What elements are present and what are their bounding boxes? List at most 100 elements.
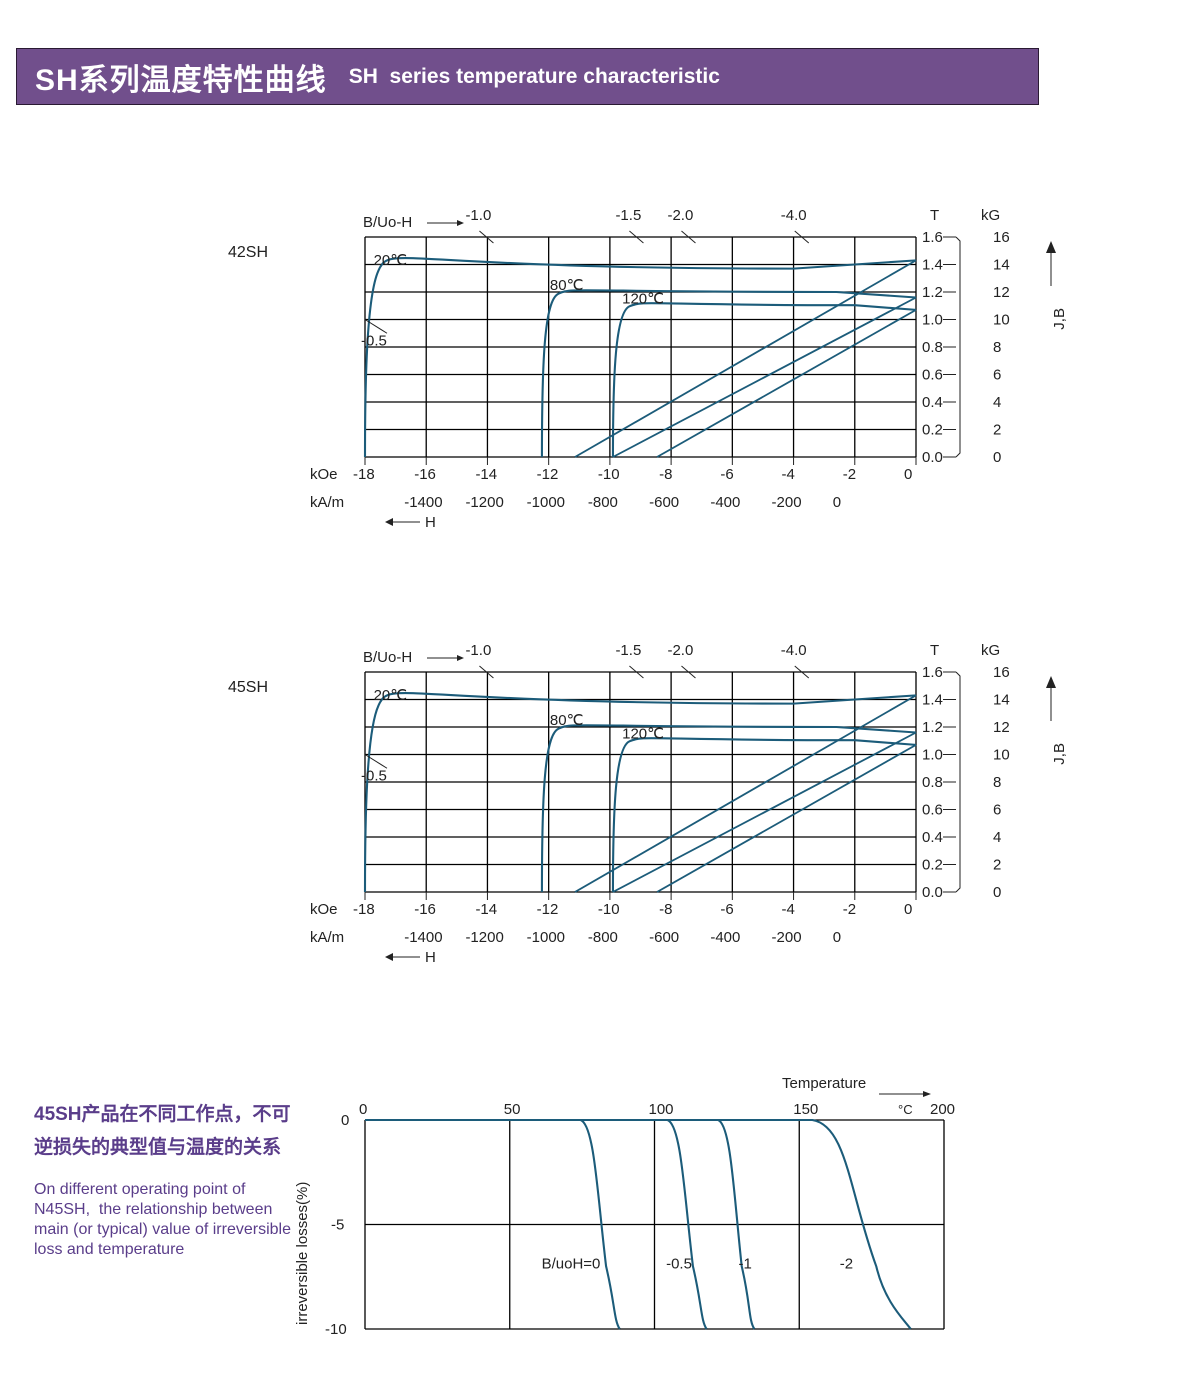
- svg-text:-12: -12: [537, 466, 559, 483]
- svg-text:-16: -16: [414, 466, 436, 483]
- svg-text:-8: -8: [659, 901, 672, 918]
- svg-text:150: 150: [793, 1101, 818, 1118]
- svg-text:120℃: 120℃: [622, 726, 664, 743]
- svg-text:8: 8: [993, 339, 1001, 356]
- svg-text:-2: -2: [843, 901, 856, 918]
- svg-text:50: 50: [504, 1101, 521, 1118]
- svg-text:H: H: [425, 949, 436, 966]
- svg-text:H: H: [425, 514, 436, 531]
- svg-text:1.0: 1.0: [922, 312, 943, 329]
- svg-text:8: 8: [993, 774, 1001, 791]
- svg-text:-2.0: -2.0: [667, 642, 693, 659]
- svg-text:-1.5: -1.5: [615, 642, 641, 659]
- svg-text:-600: -600: [649, 494, 679, 511]
- svg-text:2: 2: [993, 422, 1001, 439]
- svg-text:kG: kG: [981, 642, 1000, 659]
- svg-text:6: 6: [993, 367, 1001, 384]
- svg-text:14: 14: [993, 257, 1010, 274]
- svg-text:0: 0: [833, 494, 841, 511]
- svg-text:0.0: 0.0: [922, 884, 943, 901]
- svg-text:-800: -800: [588, 494, 618, 511]
- svg-text:kA/m: kA/m: [310, 494, 344, 511]
- svg-text:-0.5: -0.5: [361, 768, 387, 785]
- svg-text:16: 16: [993, 229, 1010, 246]
- svg-text:1.6: 1.6: [922, 664, 943, 681]
- svg-text:-14: -14: [475, 466, 497, 483]
- svg-text:0: 0: [904, 466, 912, 483]
- svg-text:100: 100: [649, 1101, 674, 1118]
- svg-text:1.0: 1.0: [922, 747, 943, 764]
- svg-text:0.2: 0.2: [922, 857, 943, 874]
- svg-text:0.4: 0.4: [922, 394, 943, 411]
- svg-text:14: 14: [993, 692, 1010, 709]
- svg-text:-0.5: -0.5: [361, 333, 387, 350]
- svg-text:-200: -200: [772, 929, 802, 946]
- svg-text:-4.0: -4.0: [781, 642, 807, 659]
- svg-text:0.8: 0.8: [922, 774, 943, 791]
- svg-text:6: 6: [993, 802, 1001, 819]
- svg-text:T: T: [930, 207, 939, 224]
- svg-text:0: 0: [993, 884, 1001, 901]
- svg-text:-4: -4: [782, 901, 795, 918]
- svg-text:-1400: -1400: [404, 494, 442, 511]
- svg-text:-400: -400: [710, 494, 740, 511]
- svg-text:-6: -6: [720, 901, 733, 918]
- svg-text:J,B: J,B: [1051, 308, 1068, 330]
- svg-text:-10: -10: [598, 466, 620, 483]
- svg-text:0: 0: [833, 929, 841, 946]
- svg-text:-200: -200: [772, 494, 802, 511]
- svg-text:1.4: 1.4: [922, 257, 943, 274]
- svg-text:-1400: -1400: [404, 929, 442, 946]
- svg-text:-5: -5: [331, 1217, 344, 1234]
- svg-text:0: 0: [341, 1112, 349, 1129]
- svg-text:-2: -2: [843, 466, 856, 483]
- svg-text:12: 12: [993, 284, 1010, 301]
- svg-text:-1200: -1200: [465, 929, 503, 946]
- svg-text:-1.5: -1.5: [615, 207, 641, 224]
- svg-text:irreversible losses(%): irreversible losses(%): [294, 1182, 311, 1325]
- svg-text:-800: -800: [588, 929, 618, 946]
- svg-text:-8: -8: [659, 466, 672, 483]
- svg-text:0.4: 0.4: [922, 829, 943, 846]
- svg-text:-1.0: -1.0: [465, 207, 491, 224]
- svg-text:-1200: -1200: [465, 494, 503, 511]
- svg-text:0.2: 0.2: [922, 422, 943, 439]
- svg-text:20℃: 20℃: [374, 687, 408, 704]
- svg-text:-0.5: -0.5: [666, 1255, 692, 1272]
- svg-text:-600: -600: [649, 929, 679, 946]
- svg-text:-10: -10: [598, 901, 620, 918]
- svg-text:1.2: 1.2: [922, 284, 943, 301]
- svg-text:0.8: 0.8: [922, 339, 943, 356]
- svg-text:1.6: 1.6: [922, 229, 943, 246]
- svg-text:-1000: -1000: [527, 929, 565, 946]
- svg-text:16: 16: [993, 664, 1010, 681]
- svg-text:80℃: 80℃: [550, 277, 584, 294]
- svg-text:kOe: kOe: [310, 901, 338, 918]
- svg-text:-1: -1: [738, 1255, 751, 1272]
- svg-text:-18: -18: [353, 901, 375, 918]
- svg-text:-1000: -1000: [527, 494, 565, 511]
- svg-text:-4: -4: [782, 466, 795, 483]
- svg-text:0: 0: [359, 1101, 367, 1118]
- svg-text:1.4: 1.4: [922, 692, 943, 709]
- svg-text:kG: kG: [981, 207, 1000, 224]
- svg-text:J,B: J,B: [1051, 743, 1068, 765]
- svg-text:-18: -18: [353, 466, 375, 483]
- svg-text:0: 0: [993, 449, 1001, 466]
- svg-text:°C: °C: [898, 1102, 913, 1117]
- svg-text:4: 4: [993, 394, 1001, 411]
- svg-text:12: 12: [993, 719, 1010, 736]
- svg-text:B/Uo-H: B/Uo-H: [363, 649, 412, 666]
- svg-text:B/uoH=0: B/uoH=0: [542, 1255, 601, 1272]
- svg-text:-16: -16: [414, 901, 436, 918]
- svg-text:10: 10: [993, 312, 1010, 329]
- svg-text:-2: -2: [840, 1255, 853, 1272]
- svg-text:200: 200: [930, 1101, 955, 1118]
- svg-text:-400: -400: [710, 929, 740, 946]
- svg-text:-2.0: -2.0: [667, 207, 693, 224]
- svg-text:Temperature: Temperature: [782, 1075, 866, 1092]
- svg-text:B/Uo-H: B/Uo-H: [363, 214, 412, 231]
- svg-text:80℃: 80℃: [550, 712, 584, 729]
- svg-text:-14: -14: [475, 901, 497, 918]
- svg-text:120℃: 120℃: [622, 291, 664, 308]
